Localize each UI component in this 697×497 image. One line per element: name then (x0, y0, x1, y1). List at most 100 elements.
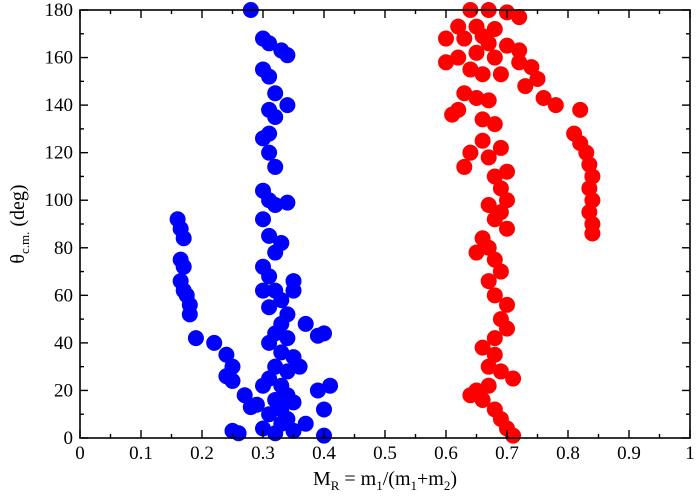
red-data-point (572, 101, 589, 118)
blue-data-point (261, 268, 278, 285)
red-data-point (456, 158, 473, 175)
blue-data-point (261, 299, 278, 316)
blue-data-point (309, 382, 326, 399)
x-tick-label: 0.1 (129, 443, 153, 464)
blue-data-point (255, 211, 271, 228)
red-data-point (480, 239, 497, 256)
red-data-point (505, 427, 522, 444)
y-tick-label: 120 (45, 143, 74, 164)
blue-data-point (273, 415, 290, 432)
red-data-point (584, 225, 601, 242)
blue-data-point (261, 406, 278, 423)
x-tick-label: 1 (685, 443, 695, 464)
red-data-point (480, 273, 497, 290)
blue-data-point (181, 306, 198, 323)
blue-data-point (255, 420, 271, 437)
red-data-point (474, 111, 491, 128)
axis-ticks (79, 9, 691, 439)
x-tick-label: 0.8 (556, 443, 580, 464)
red-data-point (547, 97, 564, 114)
red-data-point (444, 106, 461, 123)
red-data-point (499, 296, 515, 313)
red-data-point (492, 139, 509, 156)
x-tick-label: 0.5 (373, 443, 397, 464)
blue-data-point (322, 377, 339, 394)
red-data-point (499, 320, 515, 337)
blue-data-point (261, 334, 278, 351)
x-tick-label: 0.3 (251, 443, 275, 464)
red-data-point (450, 18, 467, 35)
red-data-point (486, 168, 503, 185)
red-data-point (486, 287, 503, 304)
y-tick-label: 80 (54, 238, 73, 259)
blue-data-point (242, 399, 259, 416)
red-data-point (486, 116, 503, 133)
red-data-point (492, 263, 509, 280)
blue-data-point (316, 401, 332, 418)
red-data-point (486, 346, 503, 363)
red-data-point (492, 363, 509, 380)
blue-data-point (255, 282, 271, 299)
blue-data-point (261, 227, 278, 244)
red-data-point (456, 30, 473, 47)
red-data-point (499, 220, 515, 237)
x-tick-label: 0.7 (495, 443, 519, 464)
x-tick-label: 0.4 (312, 443, 336, 464)
blue-data-point (187, 330, 204, 347)
red-data-point (474, 391, 491, 408)
red-data-point (468, 244, 485, 261)
red-data-point (486, 251, 503, 268)
blue-data-point (273, 235, 290, 252)
y-tick-label: 60 (54, 285, 73, 306)
red-data-point (499, 163, 515, 180)
x-tick-label: 0 (75, 443, 85, 464)
red-data-point (480, 358, 497, 375)
red-data-point (480, 196, 497, 213)
red-data-point (462, 61, 479, 78)
blue-data-point (267, 358, 284, 375)
blue-data-point (267, 196, 284, 213)
blue-data-point (175, 230, 192, 247)
blue-data-point (285, 394, 302, 411)
y-tick-label: 20 (54, 380, 73, 401)
blue-data-point (279, 47, 296, 64)
x-tick-label: 0.9 (617, 443, 641, 464)
blue-data-point (224, 372, 241, 389)
red-data-point (468, 44, 485, 61)
blue-data-point (309, 327, 326, 344)
axis-tick-labels: 0 0.1 0.2 0.3 0.4 0.5 0.6 0.7 0.8 0.9 1 0 20 40 60 80 10… (45, 0, 695, 464)
y-tick-label: 100 (45, 190, 74, 211)
blue-data-point (255, 130, 271, 147)
blue-data-point (255, 377, 271, 394)
red-data-point (499, 37, 515, 54)
red-data-point (438, 54, 454, 71)
y-tick-label: 40 (54, 333, 73, 354)
red-data-point (492, 66, 509, 83)
red-data-point (486, 21, 503, 38)
red-data-point (517, 78, 534, 95)
y-tick-label: 180 (45, 0, 74, 21)
x-tick-label: 0.6 (434, 443, 458, 464)
red-data-point (499, 192, 515, 209)
blue-data-point (206, 334, 223, 351)
blue-data-point (267, 85, 284, 102)
red-data-point (438, 30, 454, 47)
blue-data-point (273, 344, 290, 361)
blue-data-point (267, 158, 284, 175)
red-data-point (456, 85, 473, 102)
blue-data-point (297, 415, 314, 432)
red-data-point (462, 144, 479, 161)
y-tick-label: 160 (45, 48, 74, 69)
blue-data-point (285, 422, 302, 439)
red-data-point (480, 149, 497, 166)
red-data-point (474, 66, 491, 83)
blue-data-point (279, 363, 296, 380)
red-data-point (480, 377, 497, 394)
blue-data-point (279, 330, 296, 347)
blue-data-point (261, 144, 278, 161)
blue-data-point (279, 194, 296, 211)
blue-data-point (218, 346, 235, 363)
red-data-point (486, 330, 503, 347)
blue-data-point (267, 109, 284, 125)
